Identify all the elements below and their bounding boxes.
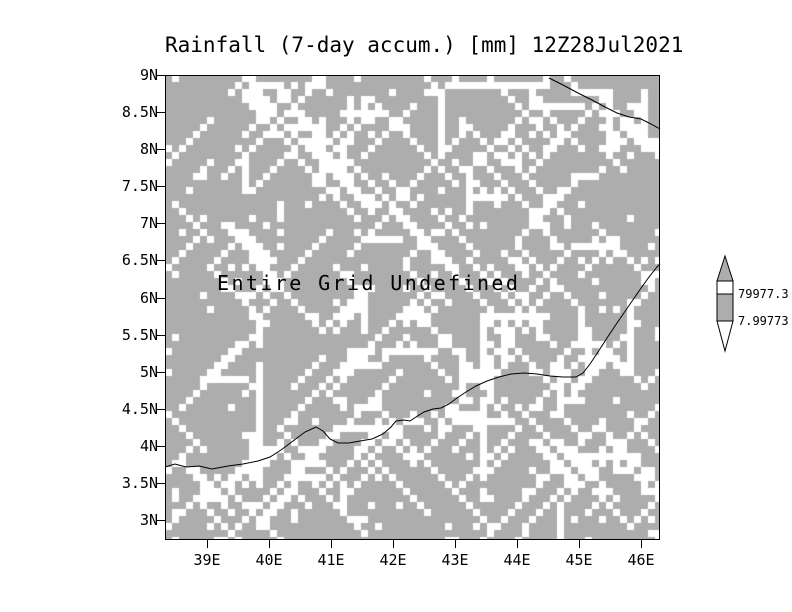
plot-title: Rainfall (7-day accum.) [mm] 12Z28Jul202…: [165, 33, 684, 57]
y-tick-label: 4.5N: [121, 400, 158, 418]
y-tick-label: 5N: [139, 363, 158, 381]
y-tick-label: 8.5N: [121, 103, 158, 121]
colorbar-lower-arrow: [716, 320, 734, 353]
y-tick-label: 3N: [139, 511, 158, 529]
colorbar-upper-value: 79977.3: [738, 287, 789, 301]
colorbar-band-high: [716, 280, 734, 295]
undefined-grid-texture: [165, 75, 660, 540]
coastline-main: [164, 263, 661, 470]
colorbar-band-low: [716, 293, 734, 322]
y-tick-label: 4N: [139, 437, 158, 455]
y-tick-label: 5.5N: [121, 326, 158, 344]
x-tick-label: 41E: [317, 551, 345, 569]
x-tick-label: 44E: [503, 551, 531, 569]
colorbar-lower-value: 7.99773: [738, 314, 789, 328]
x-tick-label: 39E: [193, 551, 221, 569]
plot-border: [165, 75, 660, 540]
x-tick-label: 46E: [627, 551, 655, 569]
y-tick-label: 8N: [139, 140, 158, 158]
x-tick-label: 40E: [255, 551, 283, 569]
y-tick-label: 6.5N: [121, 251, 158, 269]
y-tick-label: 7.5N: [121, 177, 158, 195]
coastline-northeast: [548, 77, 661, 130]
x-tick-label: 43E: [441, 551, 469, 569]
y-tick-label: 3.5N: [121, 474, 158, 492]
y-tick-label: 6N: [139, 289, 158, 307]
axis-ticks: [157, 75, 642, 548]
undefined-status-label: Entire Grid Undefined: [217, 271, 521, 295]
colorbar: [716, 254, 734, 353]
x-tick-label: 45E: [565, 551, 593, 569]
y-tick-label: 7N: [139, 214, 158, 232]
x-tick-label: 42E: [379, 551, 407, 569]
colorbar-upper-arrow: [716, 254, 734, 282]
y-tick-label: 9N: [139, 66, 158, 84]
